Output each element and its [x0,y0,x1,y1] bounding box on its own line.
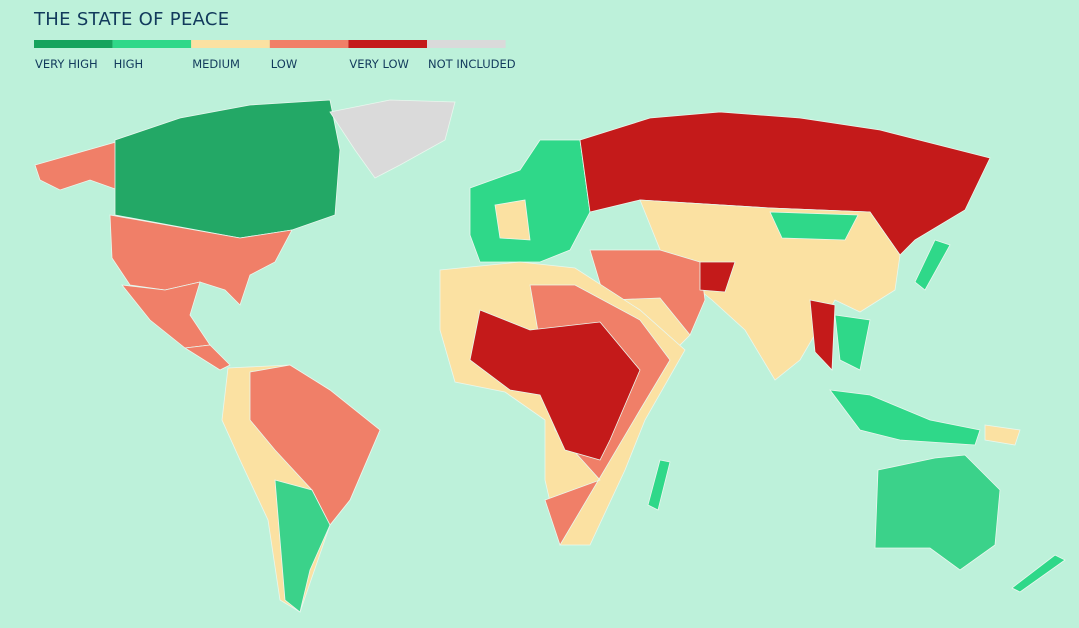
new-zealand [1011,554,1066,593]
canada [114,99,341,239]
greenland [329,99,456,179]
legend-swatch [191,40,270,48]
legend-swatch [348,40,427,48]
europe-medium [494,199,531,241]
legend-label: VERY LOW [349,57,409,71]
afghanistan [699,261,736,293]
legend-swatch [34,40,113,48]
central-america [183,344,231,371]
countries [34,99,1066,613]
indonesia [829,389,981,446]
legend-label: VERY HIGH [35,57,98,71]
legend-label: MEDIUM [192,57,240,71]
legend-swatch [269,40,349,48]
mongolia [769,211,859,241]
legend-label: HIGH [114,57,144,71]
legend-swatch [112,40,192,48]
legend: VERY HIGH HIGH MEDIUM LOW VERY LOW NOT INCLUD… [34,40,516,71]
se-asia [834,314,871,371]
argentina [274,479,331,613]
usa [109,214,293,306]
legend-swatch [427,40,506,48]
mexico [121,281,211,349]
legend-label: LOW [271,57,297,71]
myanmar [809,299,836,371]
legend-label: NOT INCLUDED [428,57,516,71]
australia [874,454,1001,571]
asia-medium [639,199,901,381]
title: THE STATE OF PEACE [34,9,230,30]
africa-very-low [469,309,641,461]
brazil [249,364,381,526]
japan [914,239,951,291]
png [984,424,1021,446]
europe [469,139,591,263]
madagascar [647,459,671,511]
